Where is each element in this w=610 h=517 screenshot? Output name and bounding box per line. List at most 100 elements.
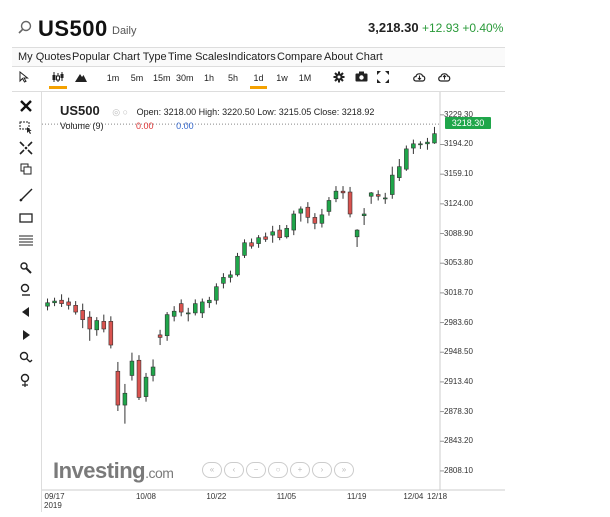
candle bbox=[404, 145, 409, 171]
candle-body bbox=[150, 366, 156, 376]
menu-chart-type[interactable]: Chart Type bbox=[113, 51, 167, 63]
menu-compare[interactable]: Compare bbox=[277, 51, 323, 63]
candle bbox=[228, 270, 233, 283]
candle bbox=[221, 273, 226, 289]
candle bbox=[136, 355, 142, 400]
magnet-tool-icon[interactable] bbox=[18, 282, 34, 298]
interval-1M[interactable]: 1M bbox=[298, 73, 312, 83]
candle bbox=[143, 372, 149, 402]
candle bbox=[425, 137, 430, 150]
volume-label: Volume (9) bbox=[60, 121, 104, 131]
select-tool-icon[interactable] bbox=[18, 119, 34, 135]
interval-5h[interactable]: 5h bbox=[227, 73, 238, 83]
copy-tool-icon[interactable] bbox=[18, 161, 34, 177]
candle bbox=[326, 197, 332, 216]
legend-close: Close: 3218.92 bbox=[313, 107, 375, 117]
menu-about-chart[interactable]: About Chart bbox=[324, 51, 383, 63]
candle-body bbox=[319, 214, 325, 224]
candle-body bbox=[390, 174, 395, 195]
candle bbox=[129, 352, 135, 381]
chart-toolbar: 1m 5m 15m 30m 1h 5h 1d 1w 1M bbox=[12, 67, 505, 92]
nav-last-icon[interactable]: » bbox=[334, 462, 354, 478]
candle-body bbox=[249, 242, 254, 247]
candle-body bbox=[326, 200, 332, 212]
mountain-type-icon[interactable] bbox=[74, 71, 88, 89]
nav-zoom-out-icon[interactable]: − bbox=[246, 462, 266, 478]
interval-30m[interactable]: 30m bbox=[176, 73, 194, 83]
arrow-left-tool-icon[interactable] bbox=[18, 304, 34, 320]
eye-icon[interactable]: ◎ ○ bbox=[112, 107, 129, 117]
trend-line-icon[interactable] bbox=[18, 187, 34, 203]
rectangle-tool-icon[interactable] bbox=[18, 210, 34, 226]
x-tick-label: 10/08 bbox=[135, 492, 156, 501]
candle-body bbox=[178, 303, 184, 313]
candle bbox=[73, 301, 78, 315]
menu-time-scales[interactable]: Time Scales bbox=[168, 51, 229, 63]
candle bbox=[277, 224, 282, 241]
candle bbox=[347, 186, 353, 218]
interval-5m[interactable]: 5m bbox=[130, 73, 144, 83]
candle bbox=[354, 229, 360, 247]
candle bbox=[284, 224, 289, 239]
zoom-out-tool-icon[interactable] bbox=[18, 372, 34, 388]
candle-body bbox=[354, 229, 360, 238]
fullscreen-icon[interactable] bbox=[376, 71, 390, 89]
cursor-icon[interactable] bbox=[18, 71, 30, 89]
cloud-download-icon[interactable] bbox=[412, 71, 426, 89]
price-change: +12.93 +0.40% bbox=[422, 21, 504, 35]
x-tick-label: 11/19 bbox=[347, 492, 367, 501]
candle bbox=[94, 317, 100, 336]
x-year-label: 2019 bbox=[44, 501, 62, 510]
y-tick-label: 3124.00 bbox=[444, 198, 473, 208]
x-tick-label: 12/18 bbox=[427, 492, 448, 501]
menu-my-quotes[interactable]: My Quotes bbox=[18, 51, 72, 63]
candle bbox=[256, 235, 261, 248]
search-icon[interactable] bbox=[18, 20, 32, 34]
candle bbox=[200, 298, 205, 318]
candle-body bbox=[193, 303, 198, 314]
candle-body bbox=[143, 376, 149, 397]
candle-body bbox=[425, 141, 430, 145]
nav-first-icon[interactable]: « bbox=[202, 462, 222, 478]
nav-zoom-in-icon[interactable]: + bbox=[290, 462, 310, 478]
fibonacci-tool-icon[interactable] bbox=[18, 233, 34, 249]
arrow-right-tool-icon[interactable] bbox=[18, 327, 34, 343]
candle bbox=[319, 208, 325, 228]
menu-indicators[interactable]: Indicators bbox=[228, 51, 276, 63]
menu-popular[interactable]: Popular bbox=[72, 51, 110, 63]
candle-body bbox=[185, 312, 191, 315]
candle-body bbox=[263, 236, 268, 240]
candle-body bbox=[164, 314, 170, 337]
interval-15m[interactable]: 15m bbox=[153, 73, 171, 83]
candlestick-type-icon[interactable] bbox=[49, 71, 67, 89]
candle-body bbox=[305, 206, 311, 218]
candle-body bbox=[87, 316, 92, 330]
zoom-in-tool-icon[interactable] bbox=[18, 350, 34, 366]
candle bbox=[432, 126, 437, 144]
interval-1d[interactable]: 1d bbox=[250, 71, 267, 89]
interval-1h[interactable]: 1h bbox=[203, 73, 214, 83]
camera-icon[interactable] bbox=[354, 71, 368, 89]
y-tick-label: 3088.90 bbox=[444, 228, 473, 238]
price-chart[interactable]: US500 ◎ ○ Open: 3218.00 High: 3220.50 Lo… bbox=[42, 92, 505, 517]
candle bbox=[87, 311, 92, 341]
candle bbox=[193, 299, 198, 316]
candle-body bbox=[200, 301, 205, 314]
candle bbox=[291, 210, 297, 236]
nav-prev-icon[interactable]: ‹ bbox=[224, 462, 244, 478]
cloud-upload-icon[interactable] bbox=[437, 71, 451, 89]
interval-1m[interactable]: 1m bbox=[106, 73, 120, 83]
candle bbox=[164, 312, 170, 341]
interval-1w[interactable]: 1w bbox=[276, 73, 288, 83]
candle-body bbox=[129, 360, 135, 376]
candle bbox=[52, 297, 57, 307]
nav-next-icon[interactable]: › bbox=[312, 462, 332, 478]
brush-tool-icon[interactable] bbox=[18, 260, 34, 276]
candle bbox=[214, 283, 219, 305]
candlestick-plot[interactable] bbox=[42, 92, 505, 517]
nav-reset-icon[interactable]: ○ bbox=[268, 462, 288, 478]
candle bbox=[305, 202, 311, 224]
crosshair-tool-icon[interactable] bbox=[18, 140, 34, 156]
gear-icon[interactable] bbox=[332, 71, 346, 89]
close-icon[interactable] bbox=[18, 98, 34, 114]
